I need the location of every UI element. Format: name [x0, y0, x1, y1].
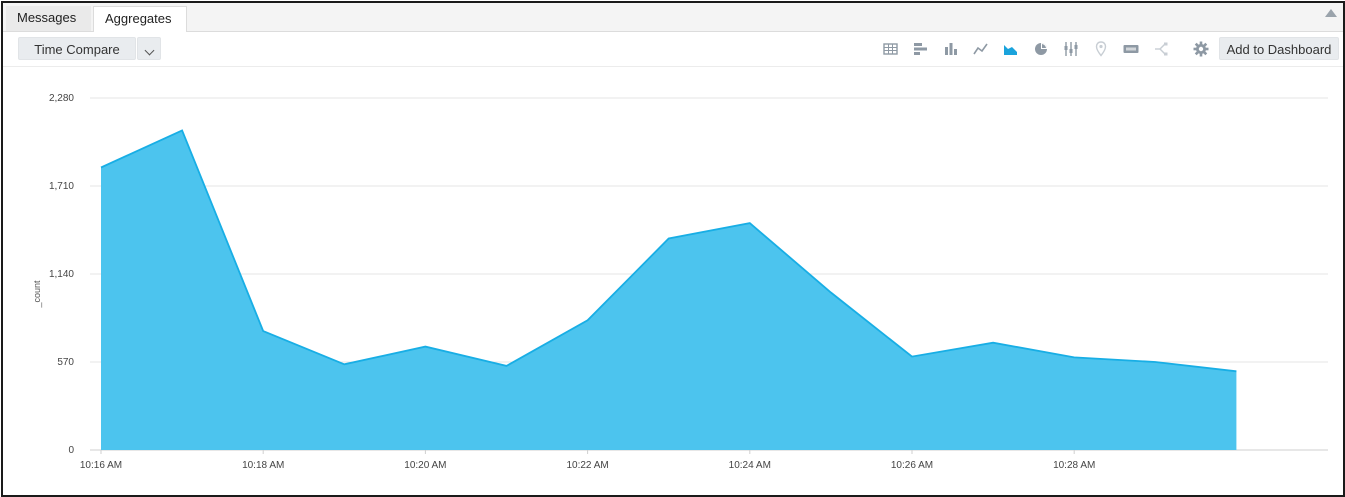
sankey-icon[interactable]	[1152, 40, 1170, 58]
map-pin-icon[interactable]	[1092, 40, 1110, 58]
time-compare-dropdown[interactable]	[137, 37, 161, 60]
bar-horizontal-icon[interactable]	[912, 40, 930, 58]
gear-icon[interactable]	[1192, 40, 1210, 58]
x-tick-label: 10:20 AM	[404, 460, 446, 471]
line-icon[interactable]	[972, 40, 990, 58]
y-axis-title: _count	[32, 280, 42, 309]
y-tick-label: 0	[68, 445, 74, 456]
x-tick-label: 10:16 AM	[80, 460, 122, 471]
y-tick-label: 570	[57, 357, 74, 368]
x-tick-label: 10:18 AM	[242, 460, 284, 471]
add-to-dashboard-button[interactable]: Add to Dashboard	[1219, 37, 1339, 60]
x-tick-label: 10:24 AM	[729, 460, 771, 471]
x-tick-label: 10:26 AM	[891, 460, 933, 471]
x-tick-label: 10:22 AM	[566, 460, 608, 471]
area-chart: 2,280 1,710 1,140 570 0 10:16 AM 10:18 AM 10:2…	[32, 93, 1328, 471]
x-tick-label: 10:28 AM	[1053, 460, 1095, 471]
area-icon[interactable]	[1002, 40, 1020, 58]
y-axis: 2,280 1,710 1,140 570 0	[49, 93, 74, 456]
y-tick-label: 1,710	[49, 181, 74, 192]
y-tick-label: 1,140	[49, 269, 74, 280]
area-series	[101, 130, 1237, 450]
y-tick-label: 2,280	[49, 93, 74, 104]
pie-icon[interactable]	[1032, 40, 1050, 58]
time-compare-button[interactable]: Time Compare	[18, 37, 136, 60]
tab-aggregates[interactable]: Aggregates	[93, 6, 187, 32]
area-series-outline	[100, 129, 1237, 373]
box-plot-icon[interactable]	[1062, 40, 1080, 58]
column-icon[interactable]	[942, 40, 960, 58]
tab-bar: Messages Aggregates	[3, 3, 1343, 32]
table-icon[interactable]	[882, 40, 900, 58]
collapse-icon[interactable]	[1325, 9, 1337, 17]
single-value-icon[interactable]	[1122, 40, 1140, 58]
tab-messages[interactable]: Messages	[6, 6, 91, 31]
toolbar: Time Compare	[3, 32, 1343, 67]
x-axis: 10:16 AM 10:18 AM 10:20 AM 10:22 AM 10:24 AM…	[80, 450, 1095, 471]
chevron-down-icon	[144, 45, 154, 56]
